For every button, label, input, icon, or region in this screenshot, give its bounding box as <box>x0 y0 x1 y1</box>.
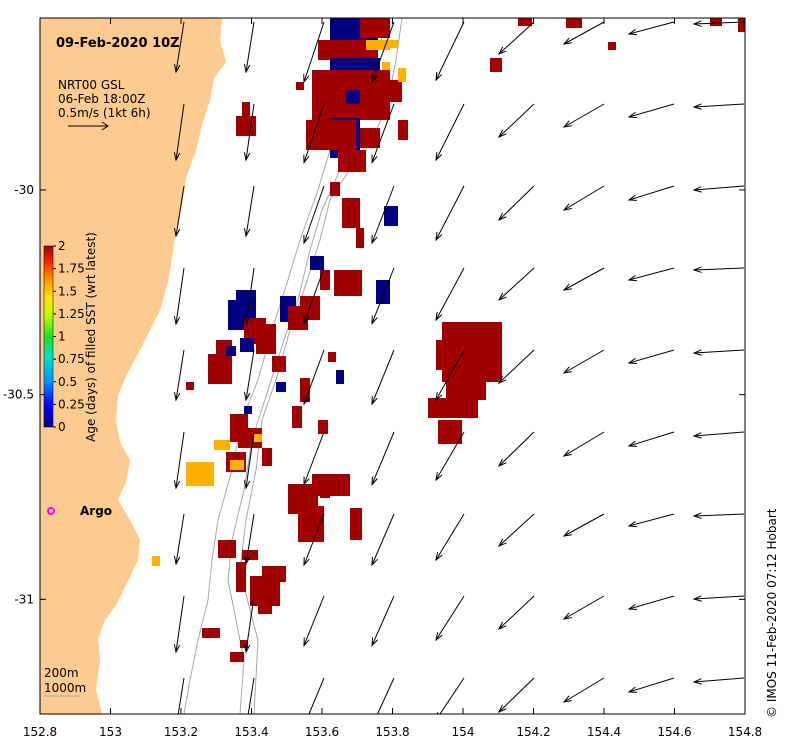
y-tick-labels: -30 -30.5 -31 <box>3 183 34 606</box>
x-tick-label: 154.8 <box>728 725 762 739</box>
x-tick-label: 152.8 <box>23 725 57 739</box>
scale-arrow-icon <box>68 121 109 131</box>
colorbar-tick: 1.25 <box>58 307 85 321</box>
x-tick-label: 154 <box>452 725 475 739</box>
colorbar-tick: 1 <box>58 330 66 344</box>
footer-credit: © IMOS 11-Feb-2020 07:12 Hobart <box>765 508 779 718</box>
y-tick-label: -30.5 <box>3 388 34 402</box>
x-tick-label: 153.4 <box>234 725 268 739</box>
colorbar-tick: 0 <box>58 420 66 434</box>
isobath-label-1000m: 1000m <box>44 681 86 695</box>
vector-legend-source: NRT00 GSL <box>58 78 125 92</box>
x-tick-label: 153.8 <box>375 725 409 739</box>
colorbar-tick: 1.5 <box>58 284 77 298</box>
x-tick-label: 154.2 <box>516 725 550 739</box>
colorbar-tick: 1.75 <box>58 262 85 276</box>
colorbar-label: Age (days) of filled SST (wrt latest) <box>84 232 98 442</box>
y-tick-label: -31 <box>14 592 34 606</box>
x-tick-label: 153.2 <box>164 725 198 739</box>
x-tick-label: 154.6 <box>657 725 691 739</box>
colorbar <box>43 245 54 428</box>
x-tick-label: 153 <box>99 725 122 739</box>
vector-legend-time: 06-Feb 18:00Z <box>58 92 145 106</box>
colorbar-tick: 0.5 <box>58 375 77 389</box>
map-title: 09-Feb-2020 10Z <box>56 36 180 51</box>
colorbar-tick: 2 <box>58 239 66 253</box>
x-tick-label: 153.6 <box>305 725 339 739</box>
colorbar-tick: 0.75 <box>58 352 85 366</box>
x-tick-label: 154.4 <box>587 725 621 739</box>
y-tick-label: -30 <box>14 183 34 197</box>
colorbar-tick-labels: 2 1.75 1.5 1.25 1 0.75 0.5 0.25 0 <box>53 239 85 434</box>
argo-marker-icon <box>47 507 55 515</box>
sst-patches <box>152 18 745 662</box>
isobath-label-200m: 200m <box>44 666 79 680</box>
colorbar-tick: 0.25 <box>58 397 85 411</box>
land-mass <box>40 18 226 714</box>
argo-label: Argo <box>80 504 112 518</box>
current-vectors <box>173 20 745 714</box>
x-tick-labels: 152.8 153 153.2 153.4 153.6 153.8 154 154.2 154.… <box>23 725 762 739</box>
vector-legend-scale: 0.5m/s (1kt 6h) <box>58 106 151 120</box>
